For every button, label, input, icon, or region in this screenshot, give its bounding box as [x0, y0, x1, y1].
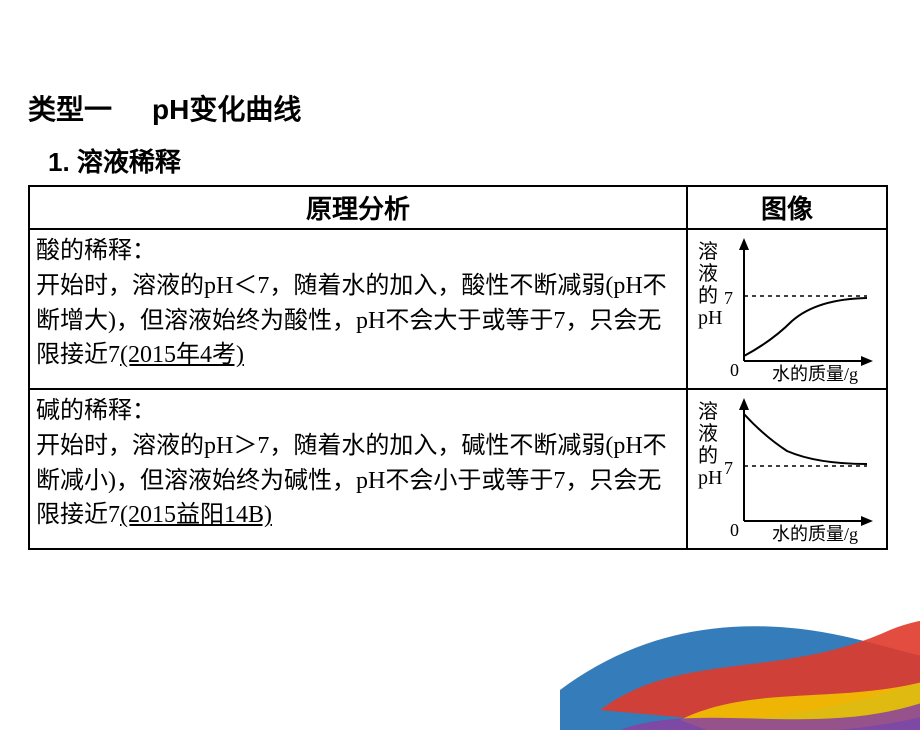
ph-chart-acid: 溶 液 的 pH 7: [692, 236, 877, 386]
table-row: 碱的稀释： 开始时，溶液的pH＞7，随着水的加入，碱性不断减弱(pH不断减小)，…: [29, 389, 887, 549]
header-image: 图像: [687, 186, 887, 229]
slide-content: 类型一 pH变化曲线 1. 溶液稀释 原理分析 图像 酸的稀释： 开始时，溶液的p…: [0, 0, 920, 550]
table-row: 酸的稀释： 开始时，溶液的pH＜7，随着水的加入，酸性不断减弱(pH不断增大)，…: [29, 229, 887, 389]
row-ref: (2015益阳14B): [120, 502, 272, 528]
ribbon: [560, 626, 920, 730]
x-axis-label: 水的质量/g: [772, 364, 858, 384]
ph-curve: [744, 298, 867, 356]
image-cell-base: 溶 液 的 pH 7 0: [687, 389, 887, 549]
y-axis-arrow: [739, 398, 749, 410]
image-cell-acid: 溶 液 的 pH 7: [687, 229, 887, 389]
origin-label: 0: [730, 520, 739, 540]
row-lead: 酸的稀释：: [36, 238, 156, 264]
ph-curve: [744, 414, 867, 464]
subheading: 1. 溶液稀释: [48, 142, 892, 179]
y-axis-label: 溶 液 的 pH: [698, 240, 723, 329]
origin-label: 0: [730, 360, 739, 380]
y-tick-7: 7: [724, 288, 733, 308]
x-axis-arrow: [861, 356, 873, 366]
decorative-ribbons: [560, 570, 920, 730]
table-header-row: 原理分析 图像: [29, 186, 887, 229]
header-analysis: 原理分析: [29, 186, 687, 229]
ribbon: [620, 700, 920, 730]
x-axis-arrow: [861, 516, 873, 526]
heading: 类型一 pH变化曲线: [28, 88, 892, 128]
ribbon: [680, 670, 920, 730]
ribbon: [600, 610, 920, 720]
ph-chart-base: 溶 液 的 pH 7 0: [692, 396, 877, 546]
row-lead: 碱的稀释：: [36, 398, 156, 424]
row-ref: (2015年4考): [120, 342, 244, 368]
analysis-cell-acid: 酸的稀释： 开始时，溶液的pH＜7，随着水的加入，酸性不断减弱(pH不断增大)，…: [29, 229, 687, 389]
y-axis-label: 溶 液 的 pH: [698, 400, 723, 489]
heading-type: 类型一: [28, 94, 112, 125]
content-table: 原理分析 图像 酸的稀释： 开始时，溶液的pH＜7，随着水的加入，酸性不断减弱(…: [28, 185, 888, 550]
y-axis-arrow: [739, 238, 749, 250]
heading-title: pH变化曲线: [152, 94, 301, 125]
x-axis-label: 水的质量/g: [772, 524, 858, 544]
y-tick-7: 7: [724, 458, 733, 478]
analysis-cell-base: 碱的稀释： 开始时，溶液的pH＞7，随着水的加入，碱性不断减弱(pH不断减小)，…: [29, 389, 687, 549]
